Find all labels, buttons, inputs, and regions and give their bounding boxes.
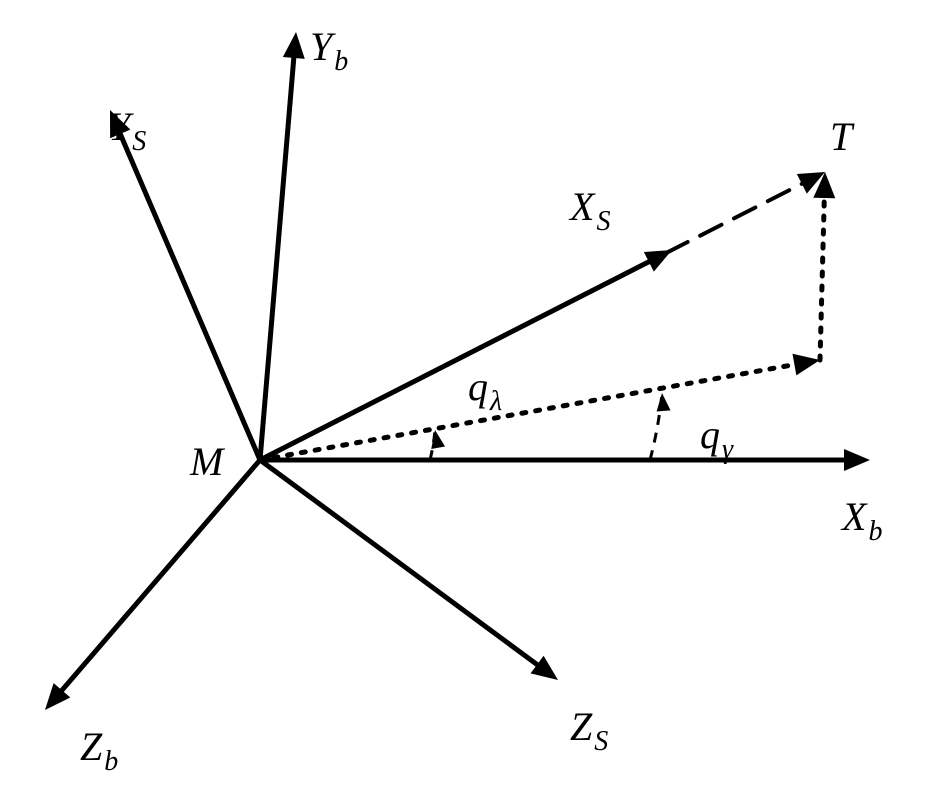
angle-label-q_lambda: qλ [468,364,502,417]
projection-vertical [820,186,825,360]
origin-label: M [189,439,226,484]
axis-Zb [54,460,260,699]
angle-arc-arrow [657,393,671,412]
axis-label-Zb: Zb [80,724,118,777]
axis-Ys [116,123,260,460]
axis-label-Xs: XS [568,184,610,237]
vector-T [260,178,812,460]
target-label-T: T [830,114,855,159]
axis-label-Yb: Yb [310,24,348,77]
angle-label-q_gamma: qγ [700,412,734,465]
axis-label-Zs: ZS [570,704,608,757]
axis-Zs [260,460,546,672]
axis-label-Xb: Xb [840,494,882,547]
coordinate-diagram: XbYbZbXSYSZSMTqγqλ [0,0,936,799]
axis-Yb [260,46,295,460]
